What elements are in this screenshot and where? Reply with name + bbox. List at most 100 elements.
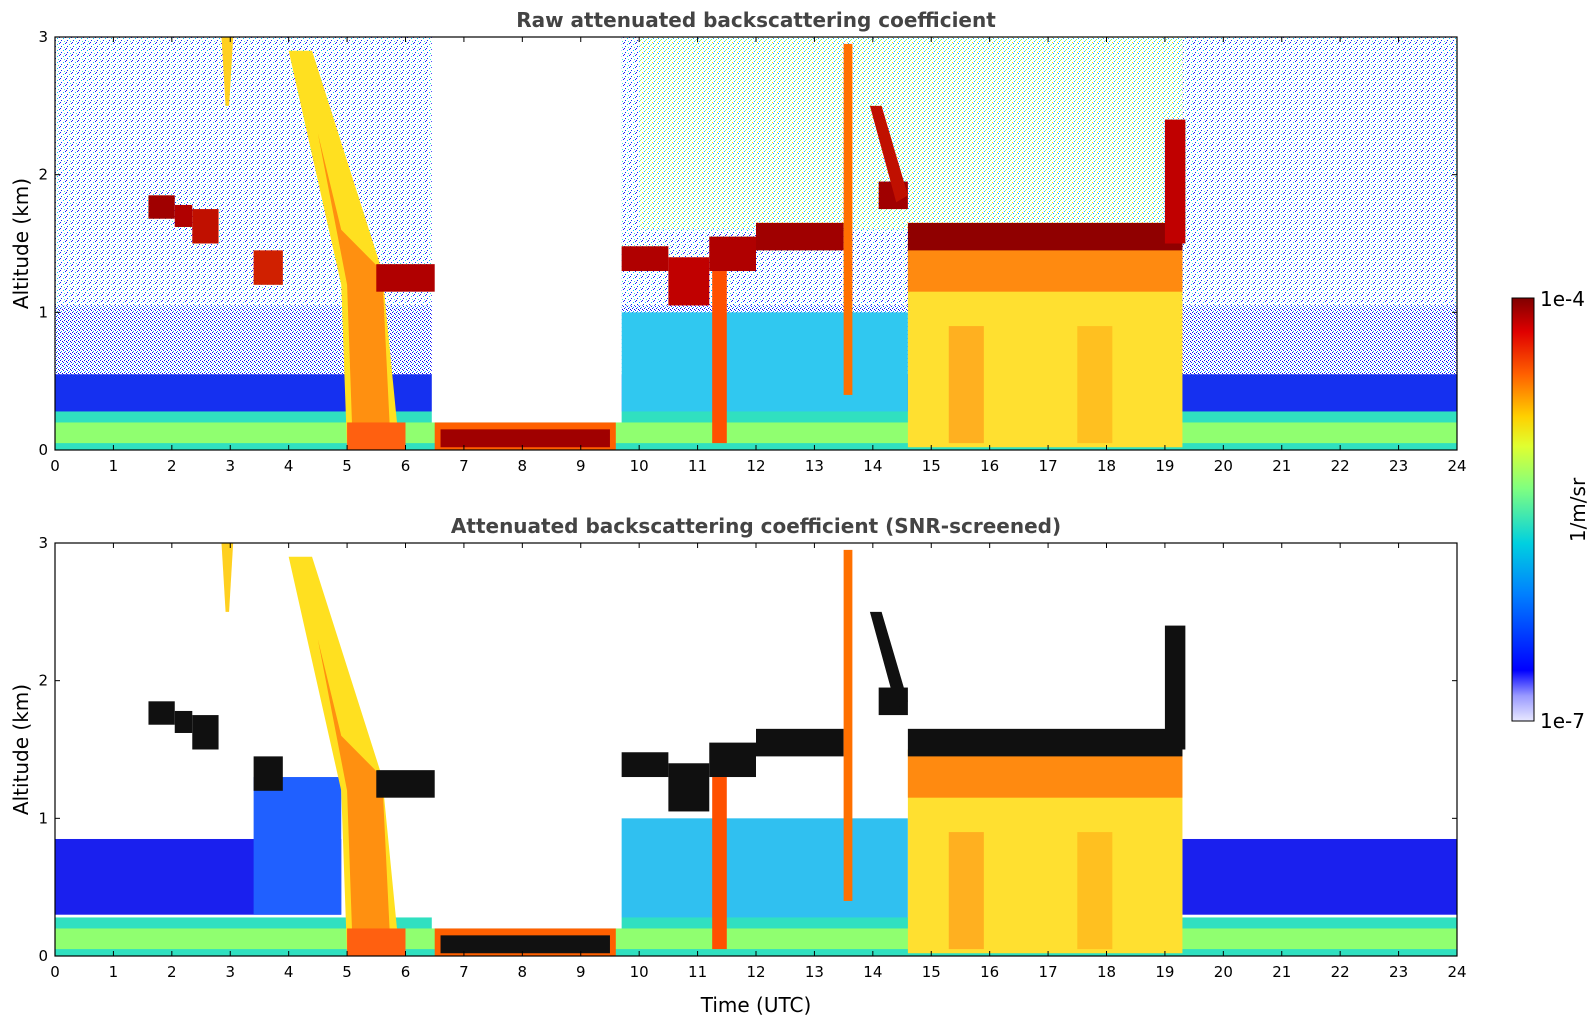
x-tick-label: 5	[342, 457, 352, 475]
x-tick-label: 16	[980, 963, 999, 981]
x-tick-label: 3	[225, 457, 235, 475]
drizzle-column	[948, 832, 984, 950]
x-tick-label: 9	[576, 963, 586, 981]
x-tick-label: 10	[630, 457, 649, 475]
heatmap-image	[55, 37, 1457, 450]
x-tick-label: 15	[922, 963, 941, 981]
cloud-layer	[1164, 625, 1186, 750]
x-tick-label: 14	[863, 963, 882, 981]
y-axis-label: Altitude (km)	[9, 684, 33, 815]
narrow-streak	[843, 43, 853, 395]
x-tick-label: 2	[167, 963, 177, 981]
x-tick-label: 13	[805, 963, 824, 981]
x-tick-label: 8	[518, 457, 528, 475]
precip-core	[317, 639, 391, 956]
y-tick-label: 2	[38, 166, 48, 184]
cloud-layer	[174, 204, 193, 227]
y-tick-label: 3	[38, 28, 48, 46]
precip-surface	[347, 422, 406, 450]
cloud-layer	[148, 195, 175, 219]
boundary-layer-mixed	[253, 777, 342, 915]
fog-layer-core	[440, 429, 610, 448]
x-tick-label: 1	[109, 457, 119, 475]
x-tick-label: 4	[284, 963, 294, 981]
cloud-layer	[907, 222, 1183, 251]
colorbar-max-label: 1e-4	[1540, 287, 1585, 311]
y-tick-label: 1	[38, 303, 48, 321]
x-tick-label: 13	[805, 457, 824, 475]
x-tick-label: 10	[630, 963, 649, 981]
x-tick-label: 17	[1039, 963, 1058, 981]
cloud-layer	[668, 257, 710, 306]
x-tick-label: 11	[688, 457, 707, 475]
cloud-layer	[756, 222, 844, 251]
cloud-layer	[668, 763, 710, 812]
noise-daytime	[639, 37, 1183, 230]
x-tick-label: 9	[576, 457, 586, 475]
cloud-deck-base	[907, 749, 1183, 798]
narrow-streak	[843, 549, 853, 901]
colorbar-unit-label: 1/m/sr	[1566, 477, 1590, 542]
x-tick-label: 23	[1389, 457, 1408, 475]
cloud-layer	[907, 728, 1183, 757]
x-tick-label: 1	[109, 963, 119, 981]
cloud-layer	[1164, 119, 1186, 244]
boundary-layer-day	[621, 312, 908, 423]
y-tick-label: 1	[38, 809, 48, 827]
x-tick-label: 4	[284, 457, 294, 475]
x-tick-label: 15	[922, 457, 941, 475]
fog-layer-core	[440, 935, 610, 954]
x-tick-label: 6	[401, 457, 411, 475]
y-tick-label: 2	[38, 672, 48, 690]
x-tick-label: 3	[225, 963, 235, 981]
x-tick-label: 22	[1331, 457, 1350, 475]
colorbar-min-label: 1e-7	[1540, 709, 1585, 733]
x-tick-label: 0	[50, 963, 60, 981]
x-tick-label: 12	[746, 457, 765, 475]
cloud-layer	[253, 250, 283, 285]
x-tick-label: 19	[1155, 963, 1174, 981]
y-tick-label: 0	[38, 947, 48, 965]
x-tick-label: 21	[1272, 457, 1291, 475]
surface-layer-core	[55, 422, 1457, 444]
cloud-layer	[376, 770, 435, 798]
x-tick-label: 16	[980, 457, 999, 475]
fog-attenuated-region	[431, 37, 622, 423]
cloud-layer	[192, 715, 219, 750]
x-tick-label: 11	[688, 963, 707, 981]
heatmap-panel-1: 0 1 2 3 4 5 6 7 8 9 10 11 12 13 14 15 16 17 18 19 20 21 22 23 24…	[9, 8, 1467, 475]
x-tick-label: 17	[1039, 457, 1058, 475]
heatmap-image	[55, 543, 1457, 956]
cloud-layer	[376, 264, 435, 292]
cloud-layer	[709, 742, 756, 778]
boundary-layer-evening	[1182, 838, 1457, 915]
fog-attenuated-region	[431, 543, 622, 929]
x-tick-label: 20	[1214, 963, 1233, 981]
cloud-column	[712, 777, 727, 950]
x-tick-label: 6	[401, 963, 411, 981]
x-tick-label: 8	[518, 963, 528, 981]
x-tick-label: 14	[863, 457, 882, 475]
x-tick-label: 18	[1097, 457, 1116, 475]
x-tick-label: 2	[167, 457, 177, 475]
x-axis-label: Time (UTC)	[700, 993, 812, 1017]
precip-core	[317, 133, 391, 450]
x-tick-label: 20	[1214, 457, 1233, 475]
x-tick-label: 23	[1389, 963, 1408, 981]
drizzle-column	[948, 326, 984, 444]
x-tick-label: 7	[459, 963, 469, 981]
cloud-layer	[148, 701, 175, 725]
drizzle-column	[1077, 326, 1113, 444]
x-tick-label: 21	[1272, 963, 1291, 981]
high-streak	[221, 37, 234, 106]
x-tick-label: 0	[50, 457, 60, 475]
chart-title: Raw attenuated backscattering coefficien…	[516, 8, 996, 32]
heatmap-panel-2: 0 1 2 3 4 5 6 7 8 9 10 11 12 13 14 15 16 17 18 19 20 21 22 23 24…	[9, 514, 1467, 1017]
x-tick-label: 5	[342, 963, 352, 981]
boundary-layer-day	[615, 818, 908, 929]
x-tick-label: 24	[1447, 963, 1466, 981]
descending-cloud	[869, 105, 908, 203]
x-tick-label: 18	[1097, 963, 1116, 981]
x-tick-label: 19	[1155, 457, 1174, 475]
